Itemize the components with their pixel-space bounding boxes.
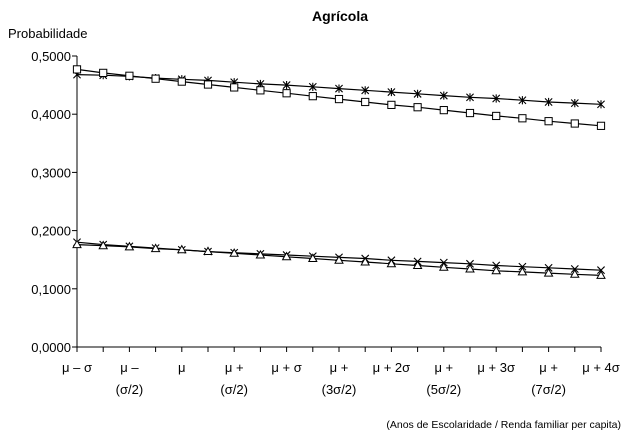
data-point-square xyxy=(361,97,370,107)
data-point-triangle xyxy=(255,249,266,259)
x-tick-label: μ + 3σ xyxy=(477,360,515,375)
x-tick-label-line2: (3σ/2) xyxy=(322,382,357,397)
data-point-triangle xyxy=(281,251,292,261)
data-point-square xyxy=(413,103,422,112)
data-point-triangle xyxy=(72,239,82,249)
x-tick-label: μ + xyxy=(434,360,453,375)
y-tick-label: 0,1000 xyxy=(31,282,71,297)
data-point-square xyxy=(99,68,108,77)
data-point-triangle xyxy=(307,253,318,263)
data-point-triangle xyxy=(360,256,371,266)
data-point-star xyxy=(466,93,474,102)
data-point-triangle xyxy=(124,241,135,251)
x-tick-label: μ + xyxy=(330,360,349,375)
data-point-star xyxy=(597,100,605,109)
y-tick-label: 0,3000 xyxy=(31,165,71,180)
data-point-square xyxy=(308,92,317,101)
data-point-triangle xyxy=(543,267,554,277)
data-point-square xyxy=(465,108,475,118)
data-point-triangle xyxy=(229,248,240,257)
data-point-triangle xyxy=(176,244,187,254)
data-point-square xyxy=(203,80,213,89)
chart-marks: 0,0000 0,1000 0,2000 0,3000 0,4000 0,5000 μ – … xyxy=(31,49,620,397)
y-axis-label: Probabilidade xyxy=(8,26,88,41)
data-point-triangle xyxy=(386,258,397,268)
data-point-triangle xyxy=(491,265,502,275)
data-point-star xyxy=(308,82,317,91)
data-point-triangle xyxy=(98,240,109,250)
y-tick-label: 0,0000 xyxy=(31,340,71,355)
x-tick-label: μ xyxy=(178,360,186,375)
y-tick-label: 0,4000 xyxy=(31,107,71,122)
data-point-star xyxy=(439,91,448,100)
data-point-square xyxy=(544,117,553,126)
data-point-square xyxy=(256,86,265,95)
x-tick-label: μ + 2σ xyxy=(373,360,411,375)
x-tick-label-line2: (7σ/2) xyxy=(531,382,566,397)
data-point-triangle xyxy=(596,270,606,279)
y-tick-label: 0,5000 xyxy=(31,49,71,64)
data-point-star xyxy=(361,86,370,95)
x-tick-label: μ + σ xyxy=(271,360,301,375)
data-point-triangle xyxy=(412,260,423,270)
x-tick-label-line2: (5σ/2) xyxy=(426,382,461,397)
data-point-square xyxy=(151,74,160,83)
chart-title: Agrícola xyxy=(312,8,368,24)
data-point-square xyxy=(518,114,527,123)
x-tick-label: μ + 4σ xyxy=(582,360,620,375)
y-tick-label: 0,2000 xyxy=(31,224,71,239)
data-point-square xyxy=(387,100,396,109)
data-point-cross xyxy=(518,262,527,271)
x-tick-label-line2: (σ/2) xyxy=(116,382,144,397)
data-point-star xyxy=(544,97,553,107)
data-point-square xyxy=(282,89,291,98)
data-point-square xyxy=(72,65,82,74)
x-tick-label: μ – σ xyxy=(62,360,92,375)
x-axis-label: (Anos de Escolaridade / Renda familiar p… xyxy=(386,419,621,431)
data-point-triangle xyxy=(203,246,213,256)
data-point-cross xyxy=(492,261,501,270)
data-point-star xyxy=(413,89,422,98)
data-point-triangle xyxy=(150,243,161,253)
data-point-star xyxy=(570,99,579,108)
data-point-square xyxy=(125,71,134,80)
data-point-star xyxy=(387,87,396,97)
data-point-cross xyxy=(597,266,605,275)
data-point-cross xyxy=(544,263,553,272)
data-point-triangle xyxy=(438,262,449,271)
data-point-square xyxy=(570,119,579,128)
x-tick-label: μ + xyxy=(539,360,558,375)
data-point-triangle xyxy=(465,263,475,273)
data-point-triangle xyxy=(569,269,580,278)
data-point-cross xyxy=(570,265,579,274)
data-point-square xyxy=(334,94,344,104)
data-point-square xyxy=(492,111,501,121)
data-point-star xyxy=(492,94,501,103)
data-point-star xyxy=(518,96,527,105)
data-point-cross xyxy=(466,259,474,268)
data-point-star xyxy=(335,84,343,93)
data-point-triangle xyxy=(517,266,528,276)
data-point-square xyxy=(230,83,239,92)
data-point-triangle xyxy=(334,255,344,264)
data-point-star xyxy=(282,81,291,90)
x-tick-label: μ + xyxy=(225,360,244,375)
data-point-square xyxy=(596,121,606,130)
x-tick-label-line2: (σ/2) xyxy=(220,382,248,397)
data-point-square xyxy=(177,77,186,86)
data-point-square xyxy=(439,106,448,115)
x-tick-label: μ – xyxy=(120,360,139,375)
